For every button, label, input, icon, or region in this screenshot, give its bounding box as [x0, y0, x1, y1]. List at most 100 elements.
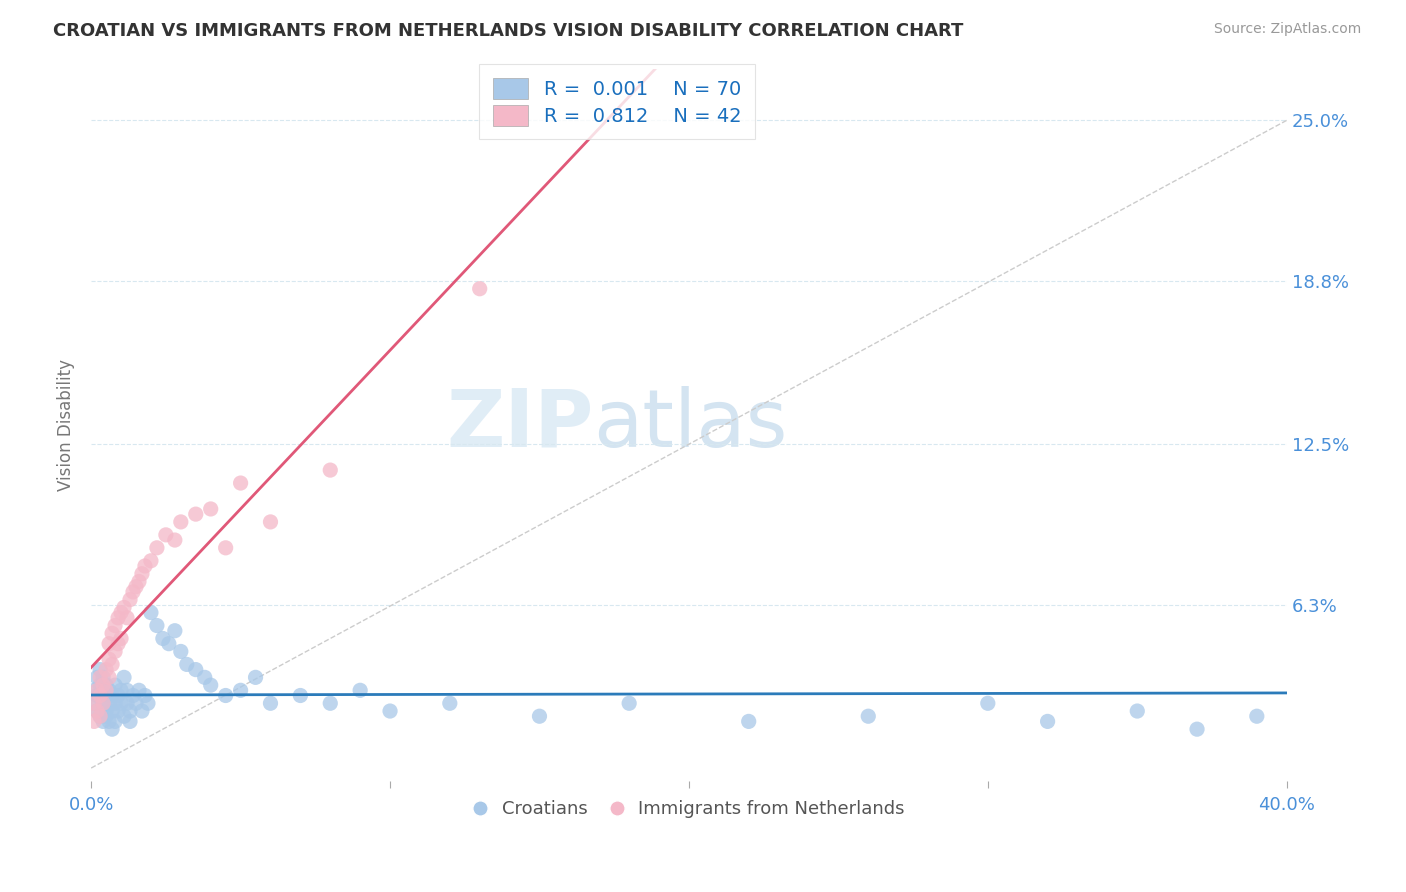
Text: CROATIAN VS IMMIGRANTS FROM NETHERLANDS VISION DISABILITY CORRELATION CHART: CROATIAN VS IMMIGRANTS FROM NETHERLANDS …	[53, 22, 963, 40]
Point	[146, 541, 169, 555]
Point	[112, 709, 135, 723]
Point	[125, 696, 148, 710]
Point	[94, 709, 117, 723]
Point	[118, 592, 141, 607]
Text: ZIP: ZIP	[446, 385, 593, 464]
Point	[146, 618, 169, 632]
Point	[98, 683, 121, 698]
Point	[122, 585, 145, 599]
Point	[170, 644, 193, 658]
Point	[98, 714, 121, 729]
Point	[378, 704, 401, 718]
Point	[91, 696, 114, 710]
Point	[91, 714, 114, 729]
Point	[115, 611, 138, 625]
Point	[86, 704, 108, 718]
Point	[259, 515, 281, 529]
Point	[83, 714, 105, 729]
Point	[128, 683, 150, 698]
Point	[290, 689, 312, 703]
Point	[1185, 722, 1208, 736]
Point	[529, 709, 551, 723]
Point	[98, 696, 121, 710]
Point	[1036, 714, 1059, 729]
Point	[107, 611, 129, 625]
Point	[122, 689, 145, 703]
Point	[118, 714, 141, 729]
Point	[468, 282, 491, 296]
Point	[131, 704, 153, 718]
Point	[101, 657, 124, 672]
Point	[229, 683, 252, 698]
Point	[176, 657, 198, 672]
Point	[91, 683, 114, 698]
Point	[134, 558, 156, 573]
Point	[214, 689, 236, 703]
Point	[977, 696, 1000, 710]
Point	[104, 678, 127, 692]
Point	[200, 502, 222, 516]
Point	[86, 670, 108, 684]
Point	[200, 678, 222, 692]
Point	[89, 689, 111, 703]
Point	[89, 678, 111, 692]
Point	[94, 683, 117, 698]
Point	[104, 696, 127, 710]
Point	[104, 618, 127, 632]
Point	[101, 626, 124, 640]
Point	[194, 670, 217, 684]
Point	[245, 670, 267, 684]
Point	[738, 714, 761, 729]
Point	[319, 696, 342, 710]
Point	[98, 652, 121, 666]
Point	[125, 580, 148, 594]
Point	[229, 476, 252, 491]
Point	[184, 663, 207, 677]
Point	[152, 632, 174, 646]
Point	[136, 696, 159, 710]
Point	[98, 637, 121, 651]
Point	[89, 663, 111, 677]
Point	[104, 644, 127, 658]
Point	[89, 709, 111, 723]
Point	[139, 606, 162, 620]
Point	[94, 704, 117, 718]
Point	[101, 722, 124, 736]
Point	[184, 507, 207, 521]
Point	[94, 689, 117, 703]
Point	[101, 704, 124, 718]
Point	[128, 574, 150, 589]
Point	[83, 696, 105, 710]
Point	[170, 515, 193, 529]
Point	[94, 663, 117, 677]
Point	[89, 709, 111, 723]
Point	[134, 689, 156, 703]
Point	[1246, 709, 1268, 723]
Point	[110, 632, 132, 646]
Point	[439, 696, 461, 710]
Point	[110, 696, 132, 710]
Point	[349, 683, 371, 698]
Point	[115, 683, 138, 698]
Point	[163, 533, 186, 547]
Point	[101, 689, 124, 703]
Point	[110, 683, 132, 698]
Point	[107, 689, 129, 703]
Point	[319, 463, 342, 477]
Point	[91, 678, 114, 692]
Point	[112, 670, 135, 684]
Point	[86, 704, 108, 718]
Point	[91, 670, 114, 684]
Legend: Croatians, Immigrants from Netherlands: Croatians, Immigrants from Netherlands	[465, 793, 912, 825]
Point	[98, 670, 121, 684]
Point	[115, 696, 138, 710]
Text: Source: ZipAtlas.com: Source: ZipAtlas.com	[1213, 22, 1361, 37]
Point	[858, 709, 880, 723]
Point	[91, 696, 114, 710]
Y-axis label: Vision Disability: Vision Disability	[58, 359, 75, 491]
Point	[157, 637, 180, 651]
Text: atlas: atlas	[593, 385, 787, 464]
Point	[86, 683, 108, 698]
Point	[1126, 704, 1149, 718]
Point	[118, 704, 141, 718]
